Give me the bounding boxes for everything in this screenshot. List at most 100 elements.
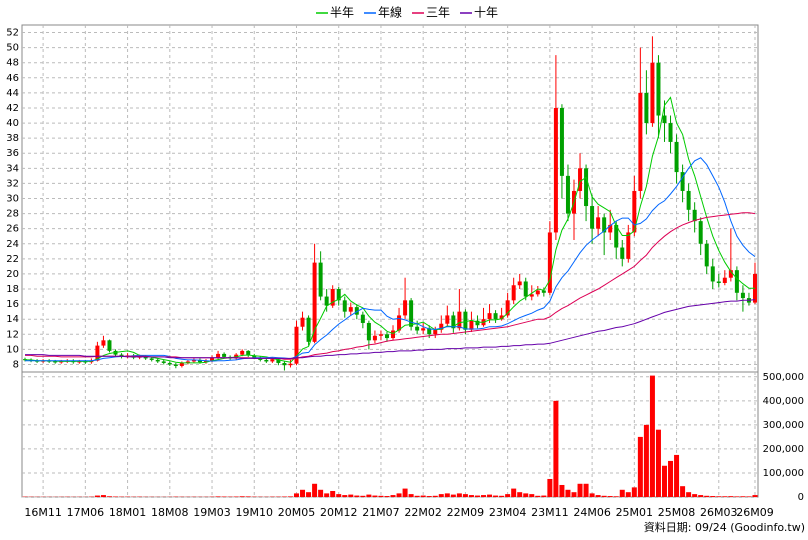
ma-line bbox=[25, 157, 756, 362]
volume-bar bbox=[378, 495, 384, 497]
candle-body bbox=[710, 266, 715, 282]
volume-bar bbox=[360, 495, 366, 497]
volume-bar bbox=[547, 478, 553, 497]
candle-body bbox=[216, 353, 221, 358]
volume-bar bbox=[215, 496, 221, 497]
candle-body bbox=[167, 362, 172, 365]
volume-bar bbox=[402, 488, 408, 497]
volume-bar bbox=[686, 492, 692, 497]
candle-body bbox=[95, 345, 100, 361]
candle-body bbox=[692, 209, 697, 222]
candle-body bbox=[722, 277, 727, 283]
candle-body bbox=[372, 335, 377, 341]
volume-bar bbox=[583, 483, 589, 497]
volume-bar bbox=[637, 436, 643, 497]
volume-bar bbox=[595, 495, 601, 497]
volume-bar bbox=[734, 496, 740, 497]
x-tick-label: 26M09 bbox=[736, 506, 774, 519]
volume-bar bbox=[517, 492, 523, 497]
volume-bar bbox=[390, 495, 396, 497]
x-tick-label: 25M08 bbox=[658, 506, 696, 519]
candle-body bbox=[728, 270, 733, 278]
volume-bar bbox=[487, 494, 493, 497]
x-tick-label: 21M07 bbox=[362, 506, 400, 519]
volume-bar bbox=[342, 495, 348, 497]
volume-bar bbox=[505, 494, 511, 497]
volume-bar bbox=[300, 489, 306, 497]
candle-body bbox=[246, 350, 251, 356]
y-tick-label: 44 bbox=[6, 88, 19, 99]
volume-bar bbox=[716, 496, 722, 497]
candle-body bbox=[596, 217, 601, 229]
volume-bar bbox=[613, 496, 619, 497]
candle-body bbox=[469, 320, 474, 330]
candle-body bbox=[240, 350, 245, 355]
candle-body bbox=[204, 360, 208, 363]
y-tick-label: 28 bbox=[6, 209, 19, 220]
y-tick-label: 42 bbox=[6, 103, 19, 114]
candle-body bbox=[222, 353, 227, 357]
volume-bar bbox=[698, 495, 704, 497]
volume-bar bbox=[710, 496, 716, 497]
volume-bar bbox=[752, 495, 758, 497]
candle-body bbox=[179, 362, 184, 366]
candle-body bbox=[391, 330, 396, 339]
volume-bar bbox=[541, 495, 547, 497]
candle-body bbox=[270, 359, 275, 362]
x-tick-label: 19M10 bbox=[236, 506, 274, 519]
volume-bar bbox=[499, 495, 505, 497]
volume-bar bbox=[396, 493, 402, 497]
volume-bar bbox=[523, 493, 529, 497]
candle-body bbox=[101, 340, 106, 346]
x-tick-label: 19M03 bbox=[193, 506, 231, 519]
candle-body bbox=[584, 168, 589, 207]
candle-body bbox=[59, 361, 64, 363]
candle-body bbox=[439, 323, 444, 330]
y-tick-label: 22 bbox=[6, 254, 19, 265]
volume-bar bbox=[414, 495, 420, 497]
candle-body bbox=[378, 334, 383, 336]
volume-bar bbox=[559, 484, 565, 497]
volume-bar bbox=[450, 494, 456, 497]
legend-label: 三年 bbox=[426, 6, 450, 20]
volume-bar bbox=[106, 496, 112, 497]
volume-bar bbox=[94, 495, 100, 497]
volume-bar bbox=[607, 496, 613, 497]
volume-bar bbox=[438, 494, 444, 497]
candle-body bbox=[173, 364, 178, 366]
candle-body bbox=[632, 190, 637, 233]
candle-body bbox=[674, 141, 679, 173]
y-tick-label: 10 bbox=[6, 344, 19, 355]
candle-body bbox=[698, 221, 703, 244]
x-tick-label: 24M06 bbox=[573, 506, 611, 519]
candle-body bbox=[451, 315, 456, 329]
volume-bar bbox=[661, 465, 667, 497]
volume-bar bbox=[631, 487, 637, 497]
volume-bar bbox=[287, 496, 293, 497]
y-tick-label: 34 bbox=[6, 163, 19, 174]
footer: 資料日期: 09/24 (Goodinfo.tw) bbox=[644, 520, 805, 534]
volume-bar bbox=[668, 460, 674, 497]
candle-body bbox=[578, 168, 583, 191]
volume-bar bbox=[432, 495, 438, 497]
candle-body bbox=[716, 281, 721, 283]
candle-body bbox=[650, 62, 655, 124]
x-tick-label: 16M11 bbox=[24, 506, 62, 519]
candle-body bbox=[535, 290, 540, 295]
candle-body bbox=[565, 175, 570, 214]
volume-bar bbox=[740, 496, 746, 497]
candle-body bbox=[300, 317, 305, 327]
volume-bar bbox=[481, 495, 487, 497]
candle-body bbox=[547, 232, 552, 293]
candle-body bbox=[354, 307, 359, 315]
candle-body bbox=[155, 359, 160, 362]
y-tick-label: 32 bbox=[6, 178, 19, 189]
volume-bar bbox=[692, 494, 698, 497]
candle-body bbox=[463, 311, 468, 330]
volume-bar bbox=[674, 454, 680, 497]
volume-bar bbox=[511, 488, 517, 497]
x-tick-label: 18M01 bbox=[109, 506, 147, 519]
candle-body bbox=[415, 326, 420, 331]
candle-body bbox=[348, 307, 353, 312]
